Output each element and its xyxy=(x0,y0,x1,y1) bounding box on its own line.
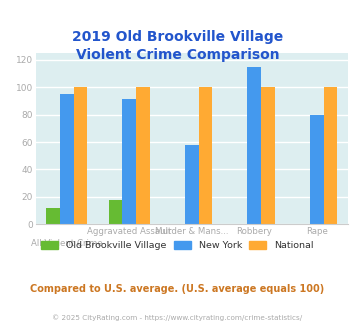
Bar xyxy=(73,87,87,224)
Bar xyxy=(122,99,136,224)
Bar xyxy=(46,208,60,224)
Bar xyxy=(198,87,212,224)
Bar xyxy=(323,87,337,224)
Bar xyxy=(60,94,73,224)
Text: 2019 Old Brookville Village
Violent Crime Comparison: 2019 Old Brookville Village Violent Crim… xyxy=(72,30,283,62)
Bar xyxy=(247,67,261,224)
Bar xyxy=(310,115,323,224)
Bar xyxy=(261,87,275,224)
Text: © 2025 CityRating.com - https://www.cityrating.com/crime-statistics/: © 2025 CityRating.com - https://www.city… xyxy=(53,314,302,321)
Bar xyxy=(136,87,150,224)
Bar xyxy=(109,200,122,224)
Bar xyxy=(185,145,198,224)
Text: Compared to U.S. average. (U.S. average equals 100): Compared to U.S. average. (U.S. average … xyxy=(31,284,324,294)
Legend: Old Brookville Village, New York, National: Old Brookville Village, New York, Nation… xyxy=(38,237,317,254)
